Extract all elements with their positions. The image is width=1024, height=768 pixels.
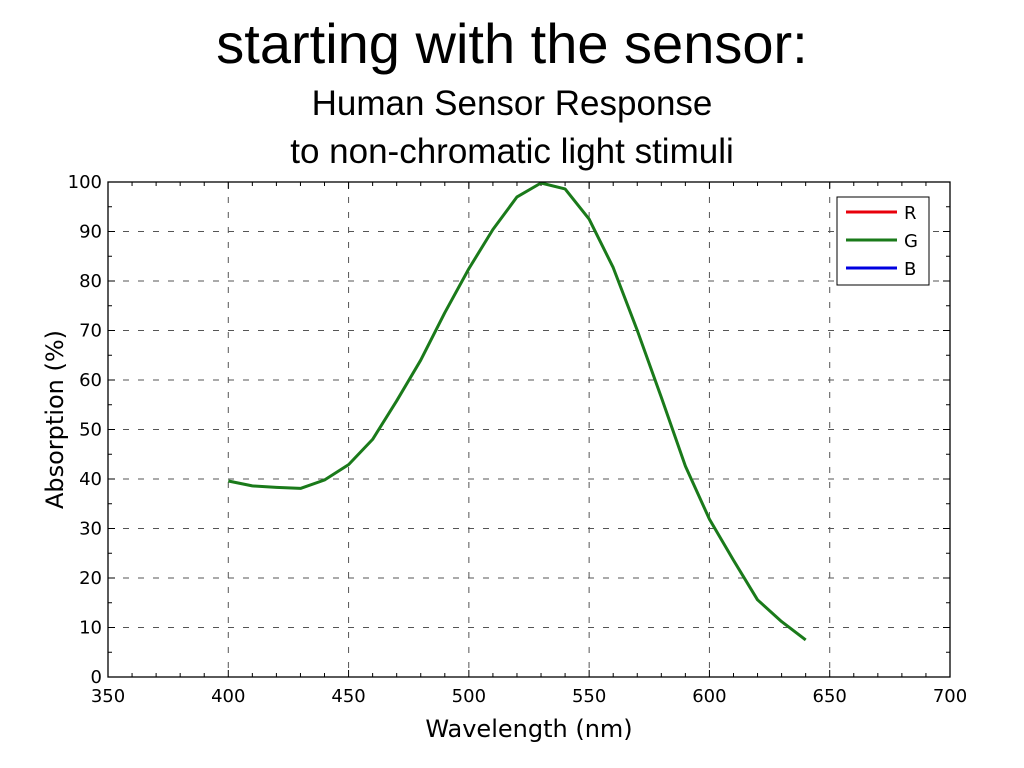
y-tick-label: 40 — [79, 469, 102, 490]
x-tick-label: 400 — [211, 686, 245, 707]
y-tick-label: 50 — [79, 420, 102, 441]
x-tick-label: 550 — [572, 686, 606, 707]
plot-frame — [107, 181, 951, 678]
axis-ticks: 350 400 450 500 550 600 650 700 0 10 20 30 40 50 60 70 8… — [68, 172, 968, 707]
series-line-G — [227, 181, 807, 642]
slide-title: starting with the sensor: — [216, 12, 808, 75]
legend-label-R: R — [904, 203, 917, 224]
y-tick-label: 100 — [68, 172, 102, 193]
y-tick-label: 30 — [79, 519, 102, 540]
y-axis-label: Absorption (%) — [41, 330, 69, 509]
y-tick-label: 20 — [79, 568, 102, 589]
y-tick-label: 10 — [79, 618, 102, 639]
grid — [108, 182, 950, 677]
y-tick-label: 70 — [79, 321, 102, 342]
x-tick-label: 600 — [692, 686, 726, 707]
y-tick-label: 60 — [79, 370, 102, 391]
legend-label-B: B — [904, 259, 916, 280]
x-tick-label: 700 — [933, 686, 967, 707]
x-tick-label: 450 — [331, 686, 365, 707]
slide-subtitle-line1: Human Sensor Response — [311, 84, 713, 123]
x-tick-label: 650 — [813, 686, 847, 707]
legend: RGB — [836, 196, 930, 286]
y-tick-label: 90 — [79, 222, 102, 243]
y-tick-label: 0 — [91, 667, 102, 688]
y-tick-label: 80 — [79, 271, 102, 292]
slide-subtitle-line2: to non-chromatic light stimuli — [290, 132, 734, 171]
series-lines — [227, 181, 807, 642]
legend-label-G: G — [904, 231, 918, 252]
x-tick-label: 350 — [91, 686, 125, 707]
x-tick-label: 500 — [452, 686, 486, 707]
x-axis-label: Wavelength (nm) — [425, 715, 632, 743]
